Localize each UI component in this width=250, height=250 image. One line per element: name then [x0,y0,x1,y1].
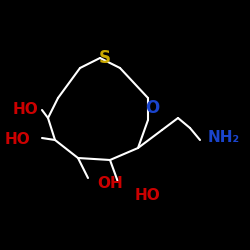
Text: OH: OH [97,176,123,190]
Text: HO: HO [4,132,30,148]
Text: HO: HO [12,102,38,118]
Text: HO: HO [135,188,161,202]
Text: S: S [99,49,111,67]
Text: NH₂: NH₂ [208,130,240,146]
Text: O: O [145,99,159,117]
